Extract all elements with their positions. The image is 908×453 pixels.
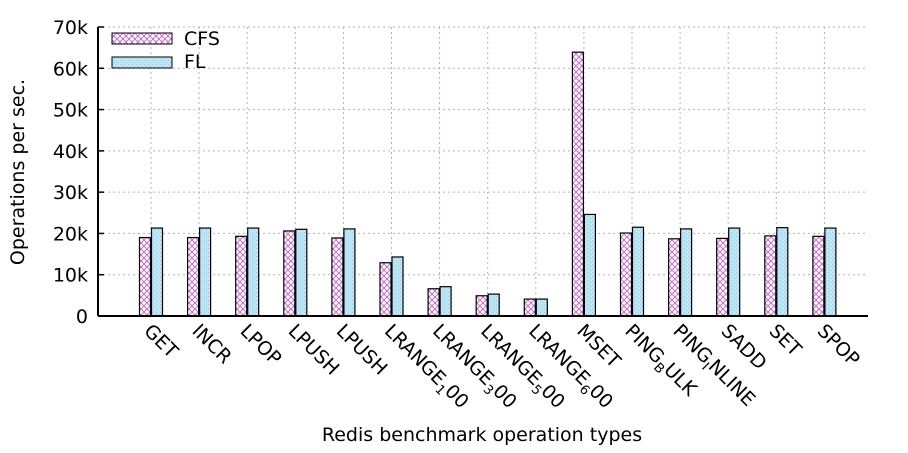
x-axis-title: Redis benchmark operation types [322,424,642,446]
bar-cfs [716,237,729,317]
x-tick-labels: GET INCR LPOPLPUSHLPUSHLRANGE100LRANGE300L… [139,320,864,413]
bar-fl [679,228,693,317]
grid [98,26,868,316]
legend-swatch-fl [111,56,173,69]
bar-cfs [523,298,536,317]
y-tick-label: 30k [53,182,88,204]
x-tick-label: LPOP [236,320,286,370]
bar-cfs [764,235,777,317]
bar-cfs [138,236,152,317]
y-tick-label: 70k [53,17,88,39]
x-tick-label: SPOP [813,320,864,371]
x-tick-label: INCR [188,320,236,368]
bar-fl [199,227,212,317]
x-tick-label: LPUSH [284,320,344,380]
bar-cfs [571,51,585,317]
bar-fl [583,213,597,317]
x-tick-label: LPUSH [332,320,392,380]
y-tick-label: 20k [53,223,88,245]
bar-cfs [379,262,392,317]
y-tick-label: 60k [53,58,88,80]
bar-cfs [619,232,633,317]
y-tick-label: 50k [53,100,88,122]
bar-fl [824,227,837,317]
axes [97,26,868,317]
bar-fl [487,293,500,317]
bar-fl [391,256,404,317]
bar-cfs [475,295,488,317]
y-tick-label: 0 [76,306,88,328]
bar-fl [631,226,645,317]
bar-cfs [331,237,344,317]
bar-fl [295,228,308,317]
bars [138,51,837,317]
x-tick-label: GET [139,320,182,363]
bar-fl [535,298,548,317]
bar-cfs [812,235,825,317]
bar-fl [776,227,789,317]
bar-cfs [187,236,200,317]
bar-cfs [235,235,248,317]
bar-cfs [427,288,440,317]
bar-cfs [667,238,681,317]
bar-fl [150,227,164,317]
y-tick-label: 40k [53,141,88,163]
bar-fl [343,228,356,317]
y-tick-labels: 0 10k 20k 30k 40k 50k 60k 70k [53,17,88,328]
bar-cfs [283,230,296,317]
bar-fl [439,286,452,317]
bar-fl [728,227,741,317]
y-tick-label: 10k [53,265,88,287]
legend: CFS FL [111,28,220,73]
y-axis-title: Operations per sec. [7,79,29,265]
legend-swatch-cfs [111,32,173,45]
x-tick-label: SET [765,320,806,361]
legend-label-cfs: CFS [184,28,220,50]
legend-label-fl: FL [184,51,206,73]
bar-fl [247,227,260,317]
